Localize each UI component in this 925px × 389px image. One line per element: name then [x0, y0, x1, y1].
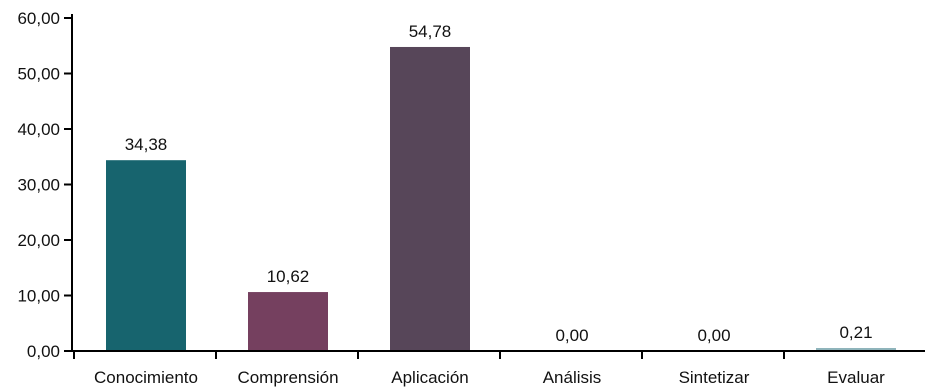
y-tick-label: 60,00: [17, 9, 60, 28]
data-label: 0,00: [555, 326, 588, 345]
y-tick-label: 0,00: [27, 342, 60, 361]
bar-comprensión: [248, 292, 328, 351]
data-label: 54,78: [409, 22, 452, 41]
data-label: 0,00: [697, 326, 730, 345]
data-label: 0,21: [839, 323, 872, 342]
bar-conocimiento: [106, 160, 186, 351]
x-category-label: Análisis: [543, 368, 602, 387]
x-category-label: Aplicación: [391, 368, 469, 387]
data-label: 10,62: [267, 267, 310, 286]
y-tick-label: 40,00: [17, 120, 60, 139]
y-axis: 0,00 10,00 20,00 30,00 40,00 50,00 60,00: [17, 9, 73, 361]
y-tick-label: 50,00: [17, 65, 60, 84]
bars: [106, 46, 896, 351]
y-tick-label: 10,00: [17, 287, 60, 306]
x-category-label: Sintetizar: [679, 368, 750, 387]
x-axis: Conocimiento Comprensión Aplicación Análisi…: [72, 350, 925, 387]
y-tick-label: 20,00: [17, 231, 60, 250]
bar-evaluar: [816, 348, 896, 351]
x-category-label: Evaluar: [827, 368, 885, 387]
y-tick-label: 30,00: [17, 176, 60, 195]
x-category-label: Comprensión: [237, 368, 338, 387]
data-label: 34,38: [125, 135, 168, 154]
bar-aplicación: [390, 46, 470, 351]
data-labels: 34,38 10,62 54,78 0,00 0,00 0,21: [125, 22, 873, 345]
x-category-label: Conocimiento: [94, 368, 198, 387]
